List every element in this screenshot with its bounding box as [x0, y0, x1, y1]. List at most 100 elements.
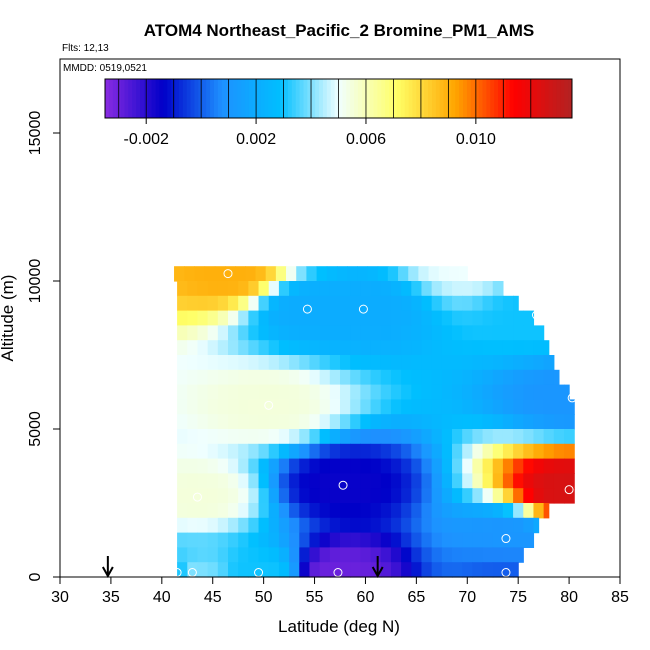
- heatmap-cell: [472, 503, 484, 519]
- colorbar-swatch: [291, 79, 297, 118]
- heatmap-cell: [340, 547, 351, 563]
- heatmap-cell: [340, 473, 351, 489]
- heatmap-cell: [177, 369, 188, 386]
- heatmap-cell: [238, 340, 249, 356]
- heatmap-cell: [329, 369, 341, 386]
- heatmap-cell: [177, 340, 188, 356]
- heatmap-cell: [268, 458, 280, 474]
- heatmap-cell: [462, 384, 473, 400]
- colorbar-swatch: [459, 79, 464, 118]
- heatmap-cell: [228, 281, 239, 297]
- heatmap-cell: [380, 281, 392, 297]
- colorbar-swatch: [190, 79, 196, 118]
- colorbar-swatch: [155, 79, 160, 118]
- heatmap-cell: [319, 443, 331, 460]
- heatmap-cell: [472, 295, 484, 312]
- heatmap-cell: [492, 429, 504, 445]
- colorbar-swatch: [377, 79, 382, 118]
- colorbar-swatch: [326, 79, 332, 118]
- heatmap-cell: [564, 443, 575, 460]
- heatmap-cell: [472, 547, 484, 563]
- heatmap-cell: [197, 369, 209, 386]
- heatmap-cell: [543, 414, 555, 430]
- heatmap-cell: [462, 488, 473, 504]
- y-axis: 0 5000 10000 15000: [27, 111, 60, 581]
- heatmap-cell: [441, 355, 453, 371]
- colorbar-swatch: [470, 79, 476, 118]
- heatmap-cell: [329, 517, 341, 534]
- heatmap-cell: [533, 384, 545, 400]
- heatmap-cell: [452, 369, 463, 386]
- heatmap-cell: [380, 473, 392, 489]
- heatmap-cell: [278, 547, 290, 563]
- colorbar-swatch: [552, 79, 557, 118]
- heatmap-cell: [268, 429, 280, 445]
- heatmap-cell: [472, 458, 484, 474]
- heatmap-cell: [543, 458, 555, 474]
- heatmap-cell: [289, 473, 300, 489]
- heatmap-cell: [502, 562, 514, 578]
- heatmap-cell: [319, 384, 331, 400]
- heatmap-cell: [329, 488, 341, 504]
- heatmap-cell: [482, 429, 494, 445]
- heatmap-cell: [289, 488, 300, 504]
- heatmap-cell: [502, 325, 514, 341]
- heatmap-cell: [207, 399, 219, 415]
- heatmap-cell: [329, 310, 341, 326]
- heatmap-cell: [513, 503, 524, 519]
- heatmap-cell: [228, 443, 239, 460]
- colorbar-swatch: [210, 79, 215, 118]
- heatmap-cell: [411, 340, 423, 356]
- heatmap-cell: [370, 295, 382, 312]
- heatmap-cell: [533, 340, 545, 356]
- colorbar-swatch: [536, 79, 542, 118]
- heatmap-cell: [217, 532, 229, 548]
- colorbar-swatch: [237, 79, 242, 118]
- heatmap-cell: [472, 355, 484, 371]
- heatmap-cell: [370, 310, 382, 326]
- colorbar-swatch: [424, 79, 429, 118]
- colorbar-swatch: [350, 79, 355, 118]
- heatmap-cell: [513, 414, 524, 430]
- heatmap-cell: [340, 325, 351, 341]
- colorbar-swatch: [268, 79, 273, 118]
- heatmap-cell: [370, 488, 382, 504]
- colorbar-swatch: [108, 79, 114, 118]
- heatmap-cell: [268, 414, 280, 430]
- colorbar-swatch: [221, 79, 227, 118]
- heatmap-cell: [207, 340, 219, 356]
- heatmap-cell: [523, 458, 535, 474]
- heatmap-cell: [299, 340, 311, 356]
- colorbar-swatch: [486, 79, 491, 118]
- heatmap-cell: [238, 443, 249, 460]
- heatmap-cell: [380, 369, 392, 386]
- heatmap-cell: [401, 340, 412, 356]
- heatmap-cell: [411, 473, 423, 489]
- colorbar-swatch: [264, 79, 269, 118]
- heatmap-cell: [452, 562, 463, 578]
- heatmap-cell: [228, 473, 239, 489]
- heatmap-cell: [472, 325, 484, 341]
- heatmap-cell: [268, 399, 280, 415]
- heatmap-cell: [228, 355, 239, 371]
- heatmap-cell: [523, 310, 535, 326]
- heatmap-cell: [309, 369, 321, 386]
- x-tick-label: 80: [560, 589, 578, 606]
- heatmap-cell: [299, 325, 311, 341]
- heatmap-cell: [299, 310, 311, 326]
- heatmap-cell: [492, 532, 504, 548]
- heatmap-cell: [401, 325, 412, 341]
- x-tick-label: 40: [153, 589, 171, 606]
- heatmap-cell: [238, 532, 249, 548]
- heatmap-cell: [421, 532, 433, 548]
- heatmap-cell: [197, 355, 209, 371]
- heatmap-cell: [462, 532, 473, 548]
- heatmap-cell: [431, 414, 443, 430]
- heatmap-cell: [309, 399, 321, 415]
- heatmap-cell: [367, 266, 379, 282]
- heatmap-cell: [238, 547, 249, 563]
- heatmap-cell: [370, 369, 382, 386]
- heatmap-cell: [187, 473, 199, 489]
- heatmap-cell: [217, 355, 229, 371]
- heatmap-cell: [553, 429, 565, 445]
